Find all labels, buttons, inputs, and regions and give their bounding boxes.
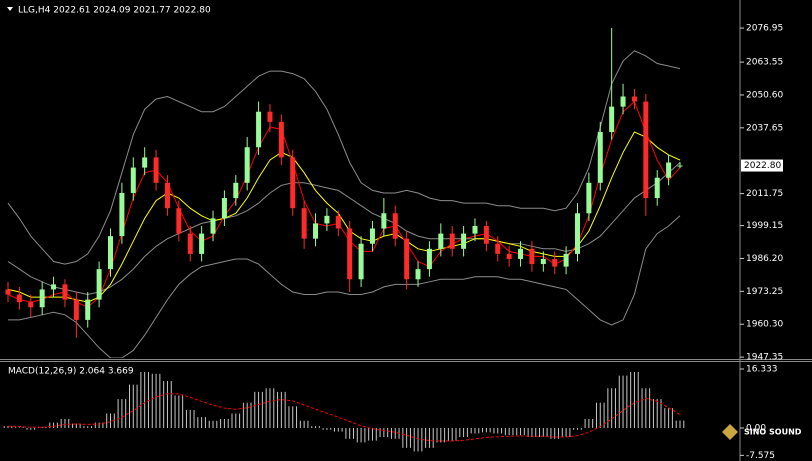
candle-body	[392, 213, 398, 239]
candle-body	[153, 157, 159, 183]
candle-body	[39, 289, 45, 308]
candle-body	[654, 177, 660, 199]
candle-body	[335, 215, 341, 229]
y-tick-label: 0.00	[746, 423, 766, 433]
indicator-line	[7, 50, 681, 265]
candle-body	[518, 248, 524, 259]
candle-body	[244, 147, 250, 183]
candle-body	[586, 182, 592, 214]
y-tick-label: 1999.15	[746, 221, 783, 231]
y-tick-label: 2050.60	[746, 90, 783, 100]
candle-body	[210, 218, 216, 234]
candle-body	[313, 223, 319, 239]
candle-body	[643, 101, 649, 199]
y-tick-label: 2037.65	[746, 123, 783, 133]
candle-body	[472, 225, 478, 234]
watermark-logo	[722, 424, 738, 440]
candle-body	[609, 106, 615, 133]
candle-body	[404, 238, 410, 280]
y-tick-label: 1986.20	[746, 254, 783, 264]
y-tick-label: 2011.75	[746, 189, 783, 199]
candle-body	[256, 111, 262, 148]
candle-body	[529, 248, 535, 265]
indicator-line	[8, 215, 681, 358]
candle-body	[267, 111, 273, 122]
axes: 2076.95 2063.55 2050.60 2037.65 2011.75 1999.…	[740, 24, 783, 461]
candle-body	[130, 167, 136, 193]
candle-body	[666, 162, 672, 178]
price-plot	[5, 27, 683, 358]
watermark: SINO SOUND	[722, 424, 802, 440]
candle-body	[461, 233, 467, 249]
candle-body	[449, 233, 455, 249]
candle-body	[620, 96, 626, 107]
y-tick-label: 2076.95	[746, 24, 783, 34]
candle-body	[483, 225, 489, 244]
chart-title: LLG,H4 2022.61 2024.09 2021.77 2022.80	[18, 6, 211, 16]
candle-body	[187, 233, 193, 254]
y-tick-label: 16.333	[746, 364, 778, 374]
candle-body	[369, 228, 375, 244]
candle-body	[164, 182, 170, 209]
candle-body	[563, 253, 569, 267]
macd-plot	[3, 372, 685, 452]
candle-body	[119, 192, 125, 237]
candle-body	[221, 198, 227, 219]
y-tick-label: 1973.25	[746, 287, 783, 297]
candle-body	[176, 208, 182, 234]
y-tick-label: 1960.30	[746, 320, 783, 330]
last-price-box	[741, 159, 783, 172]
y-tick-label: 2063.55	[746, 58, 783, 68]
candle-body	[677, 165, 683, 167]
candle-body	[552, 258, 558, 267]
candle-body	[631, 96, 637, 102]
candle-body	[506, 253, 512, 259]
candle-body	[347, 228, 353, 280]
candle-body	[5, 289, 11, 295]
candle-body	[290, 157, 296, 209]
candle-body	[278, 121, 284, 158]
candle-body	[438, 233, 444, 249]
menu-triangle[interactable]	[7, 7, 13, 11]
candle-body	[16, 294, 22, 303]
indicator-line	[7, 393, 681, 442]
candle-body	[426, 248, 432, 270]
candle-body	[62, 284, 68, 300]
candle-body	[324, 215, 330, 224]
candle-body	[574, 213, 580, 254]
y-tick-label: 1947.35	[746, 353, 783, 363]
candle-body	[142, 157, 148, 168]
candle-body	[358, 243, 364, 280]
candle-body	[415, 269, 421, 280]
watermark-text: SINO SOUND	[744, 428, 802, 437]
candle-body	[73, 299, 79, 320]
candle-body	[28, 302, 34, 308]
indicator-line	[7, 162, 681, 296]
candle-body	[540, 258, 546, 265]
candle-body	[96, 269, 102, 300]
last-price-label: 2022.80	[744, 161, 781, 171]
candle-body	[597, 132, 603, 183]
macd-title: MACD(12,26,9) 2.064 3.669	[8, 367, 134, 377]
candle-body	[108, 236, 114, 270]
candle-body	[199, 233, 205, 254]
candle-body	[233, 182, 239, 199]
candle-body	[301, 208, 307, 239]
candle-body	[381, 213, 387, 229]
y-tick-label: -7.575	[746, 451, 775, 461]
candle-body	[495, 243, 501, 254]
candle-body	[51, 284, 57, 290]
candle-body	[85, 299, 91, 320]
